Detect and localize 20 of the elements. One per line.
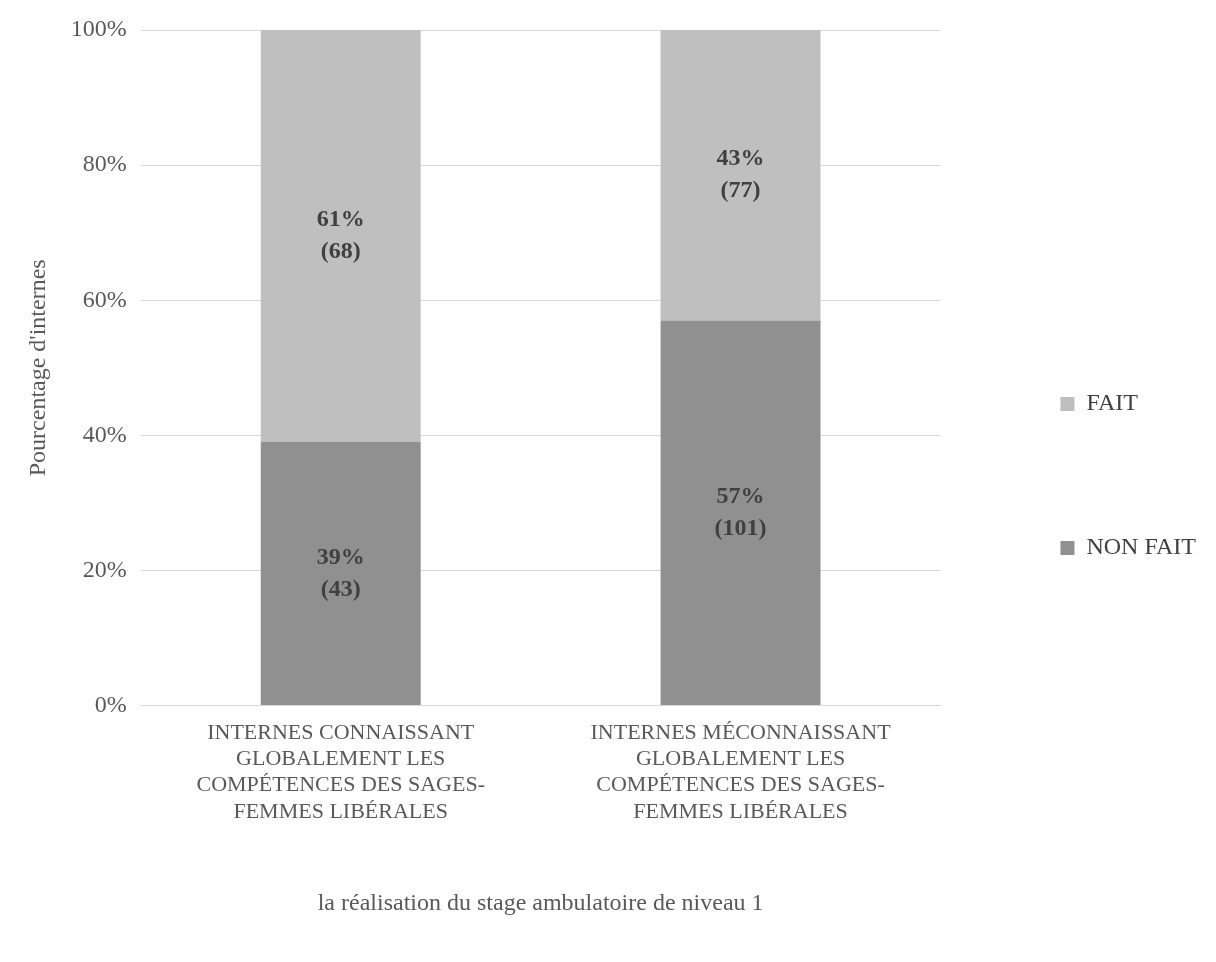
y-tick-label: 80% bbox=[82, 150, 127, 177]
y-tick-label: 40% bbox=[82, 420, 127, 447]
bar bbox=[260, 442, 421, 706]
x-axis-title: la réalisation du stage ambulatoire de niveau 1 bbox=[317, 888, 764, 915]
data-label: 61% (68) bbox=[316, 205, 365, 264]
data-label: 39% (43) bbox=[316, 542, 365, 601]
data-label: 43% (77) bbox=[716, 144, 765, 203]
x-tick-label: INTERNES CONNAISSANT GLOBALEMENT LES COMPÉTENCES DES SAGES-FEMMES LIBÉRALES bbox=[196, 718, 485, 823]
x-tick-label: INTERNES MÉCONNAISSANT GLOBALEMENT LES COMPÉTENCES DES SAGES-FEMMES LIBÉRALES bbox=[590, 718, 892, 823]
bar bbox=[260, 30, 421, 443]
y-axis-title: Pourcentage d'internes bbox=[23, 259, 50, 477]
y-tick-label: 20% bbox=[82, 555, 127, 582]
bar bbox=[660, 320, 821, 706]
legend-label: FAIT bbox=[1086, 389, 1139, 416]
data-label: 57% (101) bbox=[714, 482, 767, 541]
y-tick-label: 0% bbox=[94, 690, 127, 717]
y-tick-label: 100% bbox=[70, 15, 127, 42]
bar bbox=[660, 30, 821, 321]
y-tick-label: 60% bbox=[82, 285, 127, 312]
legend-label: NON FAIT bbox=[1086, 533, 1197, 560]
